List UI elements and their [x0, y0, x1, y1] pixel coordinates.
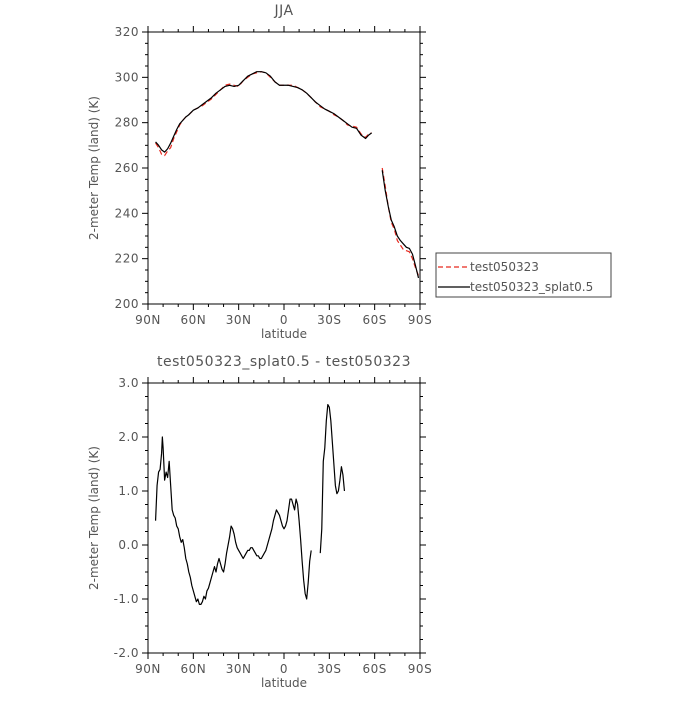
x-tick-label: 30N — [226, 313, 252, 327]
y-tick-label: 200 — [115, 297, 139, 311]
x-tick-label: 30N — [226, 662, 252, 676]
y-tick-label: 2.0 — [118, 430, 139, 444]
series-line-series-0 — [154, 436, 312, 605]
plot-frame — [147, 31, 421, 305]
x-tick-label: 60N — [180, 313, 206, 327]
chart-title: JJA — [273, 3, 293, 19]
x-tick-label: 90S — [408, 662, 432, 676]
x-tick-label: 90N — [135, 662, 161, 676]
y-tick-label: -1.0 — [114, 592, 139, 606]
x-tick-label: 60S — [362, 662, 386, 676]
x-tick-label: 90S — [408, 313, 432, 327]
x-tick-label: 30S — [317, 662, 341, 676]
y-tick-label: 260 — [115, 161, 139, 175]
series-line-test050323 — [381, 167, 420, 276]
x-tick-label: 60S — [362, 313, 386, 327]
y-tick-label: 220 — [115, 252, 139, 266]
y-axis-label: 2-meter Temp (land) (K) — [87, 446, 101, 590]
chart-title: test050323_splat0.5 - test050323 — [157, 354, 411, 370]
x-tick-label: 30S — [317, 313, 341, 327]
y-tick-label: 0.0 — [118, 538, 139, 552]
x-axis-label: latitude — [261, 327, 307, 341]
legend-box — [435, 252, 612, 298]
y-tick-label: -2.0 — [114, 646, 139, 660]
x-tick-label: 60N — [180, 662, 206, 676]
x-tick-label: 0 — [280, 662, 288, 676]
y-tick-label: 280 — [115, 116, 139, 130]
series-line-test050323 — [155, 71, 372, 157]
y-tick-label: 1.0 — [118, 484, 139, 498]
legend-label: test050323 — [470, 260, 539, 274]
y-tick-label: 320 — [115, 25, 139, 39]
series-line-series-0 — [319, 404, 346, 554]
series-line-test050323-splat0-5 — [381, 170, 420, 279]
x-axis-label: latitude — [261, 676, 307, 690]
plot-frame — [147, 382, 421, 654]
x-tick-label: 90N — [135, 313, 161, 327]
y-tick-label: 3.0 — [118, 376, 139, 390]
legend-label: test050323_splat0.5 — [470, 280, 593, 294]
y-tick-label: 300 — [115, 70, 139, 84]
x-tick-label: 0 — [280, 313, 288, 327]
series-line-test050323-splat0-5 — [155, 71, 372, 153]
y-tick-label: 240 — [115, 206, 139, 220]
y-axis-label: 2-meter Temp (land) (K) — [87, 96, 101, 240]
